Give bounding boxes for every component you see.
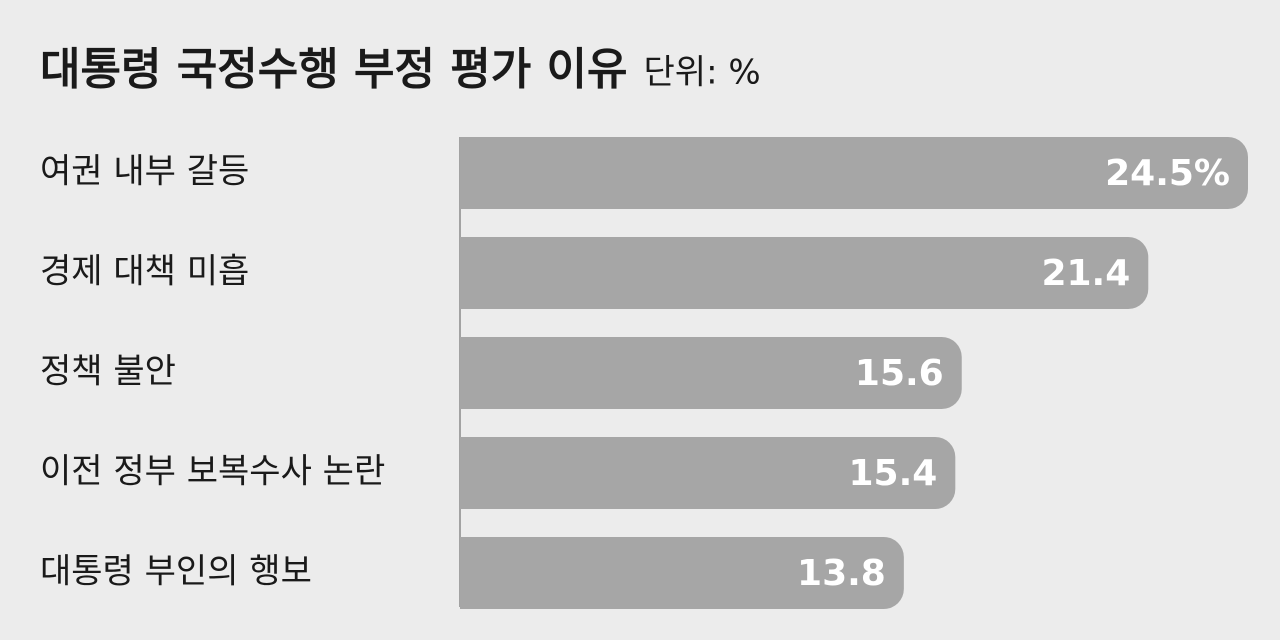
value-label: 24.5% bbox=[1105, 153, 1230, 194]
value-label: 13.8 bbox=[797, 553, 886, 594]
bar bbox=[460, 537, 904, 609]
category-label: 경제 대책 미흡 bbox=[40, 252, 249, 292]
chart-subtitle: 단위: % bbox=[644, 53, 761, 93]
chart-title: 대통령 국정수행 부정 평가 이유 bbox=[40, 44, 628, 95]
bar bbox=[460, 337, 962, 409]
bar bbox=[460, 437, 956, 509]
category-label: 정책 불안 bbox=[40, 352, 176, 392]
bar bbox=[460, 237, 1149, 309]
category-label: 대통령 부인의 행보 bbox=[40, 552, 312, 592]
bar bbox=[460, 137, 1248, 209]
value-label: 15.4 bbox=[848, 453, 937, 494]
category-label: 여권 내부 갈등 bbox=[40, 152, 249, 192]
category-label: 이전 정부 보복수사 논란 bbox=[40, 452, 385, 492]
value-label: 21.4 bbox=[1041, 253, 1130, 294]
value-label: 15.6 bbox=[855, 353, 944, 394]
